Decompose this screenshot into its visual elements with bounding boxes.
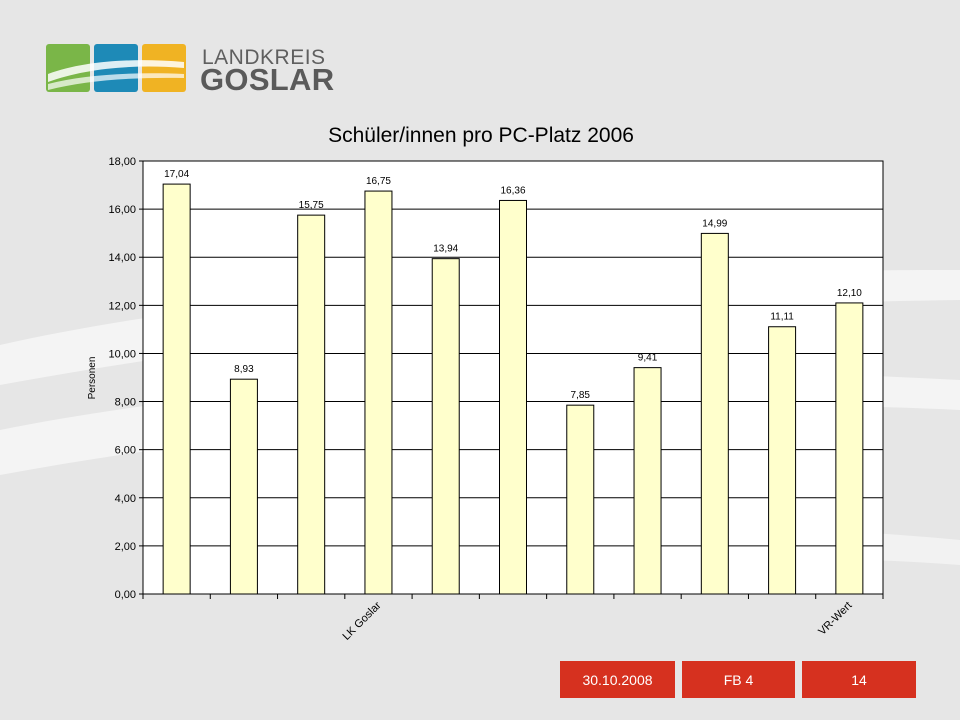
y-axis-label: Personen — [87, 357, 98, 400]
logo-yellow-block — [142, 44, 186, 92]
y-tick-label: 6,00 — [115, 445, 136, 457]
bar — [633, 367, 662, 595]
bar — [768, 326, 797, 595]
logo-text-goslar: GOSLAR — [200, 62, 335, 97]
bar — [229, 378, 258, 595]
bar — [835, 302, 864, 595]
bar — [364, 190, 393, 595]
y-tick-label: 4,00 — [115, 493, 136, 505]
y-tick-label: 14,00 — [108, 252, 136, 264]
y-tick-label: 8,00 — [115, 397, 136, 409]
data-label: 7,85 — [571, 390, 591, 401]
footer-department: FB 4 — [682, 661, 795, 698]
data-label: 16,75 — [366, 176, 391, 187]
bar — [700, 232, 729, 595]
footer-date: 30.10.2008 — [560, 661, 675, 698]
bar — [297, 214, 326, 595]
data-label: 13,94 — [433, 244, 458, 255]
footer-page-number: 14 — [802, 661, 916, 698]
plot-area: 0,00 2,00 4,00 6,00 8,00 10,00 12,00 14,00 16,00… — [108, 156, 884, 643]
chart-title: Schüler/innen pro PC-Platz 2006 — [328, 124, 634, 147]
data-label: 9,41 — [638, 353, 658, 364]
bar — [566, 404, 595, 595]
data-label: 11,11 — [770, 312, 794, 323]
y-tick-label: 12,00 — [108, 300, 136, 312]
x-category-label: VR-Wert — [816, 600, 854, 638]
data-label: 15,75 — [299, 200, 324, 211]
bar — [499, 199, 527, 595]
y-tick-label: 2,00 — [115, 541, 136, 553]
y-tick-label: 0,00 — [115, 589, 136, 601]
bar — [431, 258, 460, 595]
logo-text-landkreis: LANDKREIS — [202, 46, 326, 69]
data-label: 16,36 — [500, 185, 525, 196]
data-label: 14,99 — [702, 218, 727, 229]
bar — [162, 183, 191, 595]
y-tick-label: 18,00 — [108, 156, 136, 168]
data-label: 8,93 — [234, 364, 254, 375]
landkreis-goslar-logo — [46, 44, 186, 92]
y-tick-label: 10,00 — [108, 348, 136, 360]
data-label: 12,10 — [837, 288, 862, 299]
y-tick-label: 16,00 — [108, 204, 136, 216]
data-label: 17,04 — [164, 169, 189, 180]
x-category-label: LK Goslar — [340, 599, 383, 642]
